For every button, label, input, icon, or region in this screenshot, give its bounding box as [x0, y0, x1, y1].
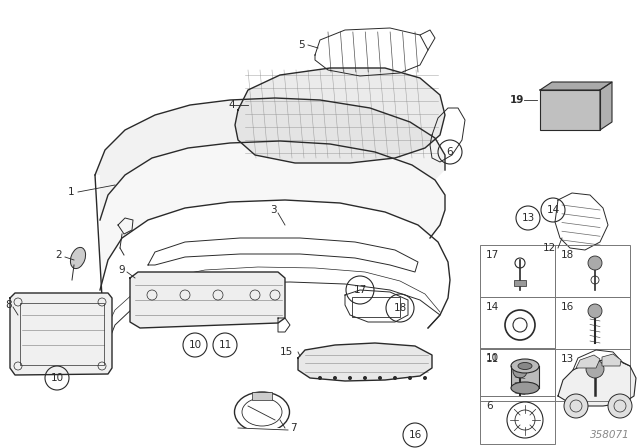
Bar [235, 428, 295, 448]
Circle shape [408, 376, 412, 380]
Bar [555, 297, 630, 349]
Bar [555, 349, 630, 401]
Text: 18: 18 [394, 303, 406, 313]
Circle shape [423, 376, 427, 380]
Text: 2: 2 [55, 250, 61, 260]
Text: 4: 4 [228, 100, 235, 110]
Text: 6: 6 [486, 401, 493, 411]
Bar [480, 396, 555, 444]
Text: 16: 16 [561, 302, 574, 312]
Circle shape [513, 364, 527, 378]
Text: 17: 17 [486, 250, 499, 260]
Polygon shape [100, 141, 445, 290]
Text: 13: 13 [561, 354, 574, 364]
Ellipse shape [511, 359, 539, 373]
Circle shape [564, 394, 588, 418]
Bar [480, 348, 555, 396]
Text: 7: 7 [290, 423, 296, 433]
Ellipse shape [511, 382, 539, 394]
Bar [480, 349, 555, 401]
Bar [555, 245, 630, 297]
Bar [352, 297, 400, 317]
Text: 10: 10 [188, 340, 202, 350]
Text: 8: 8 [5, 300, 12, 310]
Text: 10: 10 [486, 353, 499, 363]
Text: 11: 11 [486, 354, 499, 364]
Text: 14: 14 [547, 205, 559, 215]
Text: 1: 1 [68, 187, 75, 197]
Polygon shape [602, 354, 621, 366]
Circle shape [378, 376, 382, 380]
Bar [480, 245, 555, 297]
Text: 17: 17 [353, 285, 367, 295]
Text: 16: 16 [408, 430, 422, 440]
Text: 14: 14 [486, 302, 499, 312]
Text: 15: 15 [280, 347, 293, 357]
Text: 13: 13 [522, 213, 534, 223]
Polygon shape [298, 343, 432, 381]
Text: 9: 9 [118, 265, 125, 275]
Bar [514, 280, 526, 286]
Polygon shape [600, 82, 612, 130]
Circle shape [363, 376, 367, 380]
Polygon shape [540, 82, 612, 90]
Text: 12: 12 [543, 243, 556, 253]
Text: 3: 3 [270, 205, 276, 215]
Polygon shape [576, 355, 600, 368]
Text: 358071: 358071 [590, 430, 630, 440]
Ellipse shape [70, 247, 86, 269]
Bar [511, 366, 539, 388]
Circle shape [393, 376, 397, 380]
Ellipse shape [518, 362, 532, 370]
Polygon shape [95, 98, 445, 220]
Circle shape [318, 376, 322, 380]
Circle shape [588, 304, 602, 318]
Bar [20, 303, 104, 365]
Polygon shape [235, 68, 445, 163]
Text: 10: 10 [51, 373, 63, 383]
Text: 5: 5 [298, 40, 305, 50]
Text: 19: 19 [510, 95, 524, 105]
Polygon shape [130, 272, 285, 328]
Polygon shape [558, 360, 636, 406]
Circle shape [333, 376, 337, 380]
Bar [480, 297, 555, 349]
Circle shape [588, 256, 602, 270]
Circle shape [608, 394, 632, 418]
Circle shape [586, 360, 604, 378]
Polygon shape [10, 293, 112, 375]
Text: 11: 11 [218, 340, 232, 350]
Text: 18: 18 [561, 250, 574, 260]
Bar [252, 392, 272, 400]
Circle shape [348, 376, 352, 380]
Text: 6: 6 [447, 147, 453, 157]
Bar [540, 90, 600, 130]
